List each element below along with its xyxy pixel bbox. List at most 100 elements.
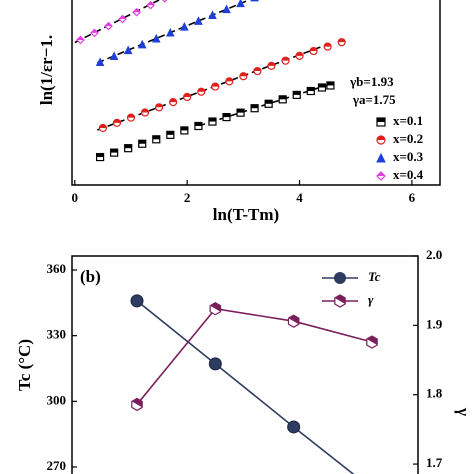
data-point: [292, 90, 301, 100]
frame-a: [71, 0, 441, 186]
data-point: [183, 92, 192, 102]
marker-fill: [211, 83, 219, 87]
marker-fill: [124, 144, 132, 149]
legend-marker: [376, 171, 386, 181]
data-point: [194, 121, 203, 131]
data-point: [146, 0, 156, 10]
marker-fill: [296, 52, 304, 56]
marker-fill: [265, 100, 273, 104]
x-tick-label: 6: [409, 190, 416, 205]
data-point: [208, 117, 217, 126]
marker-fill: [127, 114, 135, 118]
marker-fill: [279, 95, 287, 100]
y-tick-label: 270: [47, 458, 67, 473]
data-point: [287, 420, 301, 434]
legend-marker: [334, 294, 346, 308]
marker-shape: [95, 57, 105, 66]
marker-fill: [155, 103, 163, 108]
data-point: [295, 51, 304, 60]
y-axis-label: ln(1/εr−1.: [37, 35, 56, 105]
data-point: [326, 81, 335, 90]
marker-fill: [293, 91, 301, 95]
data-point: [112, 118, 122, 127]
marker-fill: [377, 136, 385, 140]
data-point: [130, 294, 144, 308]
marker-shape: [109, 51, 119, 61]
marker-fill: [310, 47, 318, 52]
plot-b: [130, 294, 378, 474]
marker-shape: [287, 420, 301, 434]
x-tick-label: 0: [72, 190, 79, 205]
legend-label: γ: [368, 292, 374, 307]
data-point: [222, 113, 231, 122]
x-tick-label: 2: [184, 190, 191, 205]
x-axis-label: ln(T-Tm): [213, 205, 279, 224]
marker-fill: [288, 315, 299, 325]
marker-shape: [137, 39, 147, 49]
data-point: [166, 27, 175, 37]
marker-shape: [376, 152, 386, 163]
data-point: [110, 148, 119, 157]
marker-fill: [210, 302, 221, 312]
data-point: [140, 108, 150, 117]
marker-fill: [138, 140, 146, 144]
legend-label: x=0.3: [393, 149, 424, 164]
y2-tick-label: 1.9: [426, 316, 443, 331]
marker-fill: [253, 67, 261, 72]
marker-fill: [377, 118, 385, 122]
marker-fill: [239, 72, 247, 77]
data-point: [137, 39, 147, 49]
y-tick-label: 360: [47, 261, 67, 276]
y2-axis-label: γ: [454, 407, 473, 416]
marker-shape: [162, 0, 168, 3]
marker-shape: [250, 0, 259, 2]
marker-shape: [166, 27, 175, 37]
plot-a: [74, 0, 346, 162]
marker-shape: [151, 33, 161, 43]
marker-fill: [133, 8, 141, 13]
legend-marker: [376, 152, 386, 163]
marker-shape: [180, 22, 189, 31]
frame-b: [71, 255, 419, 474]
data-point: [126, 113, 136, 122]
marker-fill: [131, 398, 143, 408]
data-point: [309, 46, 318, 56]
data-point: [323, 42, 332, 51]
data-point: [287, 314, 300, 328]
marker-fill: [318, 84, 326, 88]
data-point: [180, 126, 189, 135]
data-point: [267, 61, 276, 70]
data-point: [169, 98, 178, 107]
marker-fill: [194, 122, 202, 126]
y-axis-label: Tc (°C): [15, 339, 34, 391]
marker-fill: [180, 126, 188, 131]
data-point: [95, 57, 105, 66]
marker-fill: [338, 38, 346, 43]
legend-marker: [334, 272, 346, 284]
marker-fill: [366, 336, 378, 346]
data-point: [131, 397, 143, 412]
data-point: [236, 108, 245, 117]
data-point: [151, 33, 161, 43]
marker-fill: [225, 77, 233, 82]
legend-marker: [376, 135, 386, 145]
data-point: [250, 104, 259, 113]
data-point: [250, 0, 259, 2]
marker-fill: [113, 119, 121, 123]
data-point: [317, 83, 327, 92]
data-point: [278, 95, 287, 104]
legend-label: x=0.1: [393, 113, 423, 128]
marker-shape: [334, 272, 346, 284]
marker-shape: [222, 4, 231, 14]
data-point: [264, 99, 273, 108]
legend-label: x=0.2: [393, 131, 423, 146]
marker-fill: [147, 1, 155, 6]
marker-fill: [141, 108, 149, 113]
data-point: [337, 38, 346, 47]
marker-fill: [223, 113, 231, 118]
marker-shape: [208, 357, 222, 371]
marker-fill: [326, 81, 334, 86]
data-point: [209, 302, 222, 316]
marker-shape: [130, 294, 144, 308]
data-point: [162, 0, 168, 3]
